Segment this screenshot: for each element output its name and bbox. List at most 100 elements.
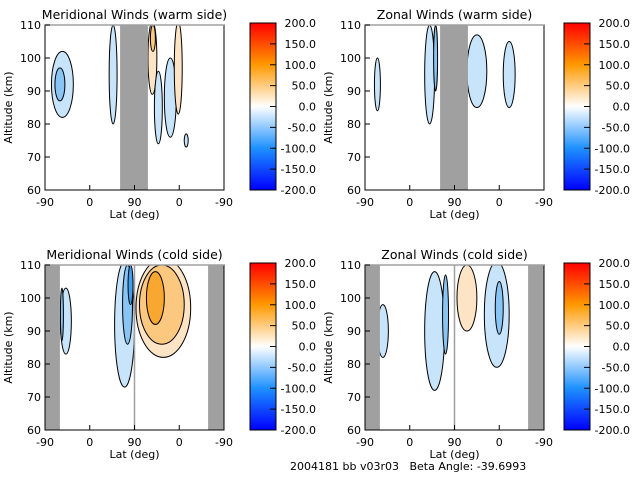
x-tick-label: -90 <box>36 196 54 209</box>
x-tick-label: 90 <box>128 436 142 449</box>
colorbar-tick-label: 200.0 <box>285 17 317 30</box>
y-tick-label: 60 <box>27 424 41 437</box>
no-data-band <box>208 265 224 430</box>
colorbar-tick-label: -100.0 <box>595 142 630 155</box>
x-tick-label: 0 <box>406 436 413 449</box>
colorbar-tick-label: 0.0 <box>613 341 631 354</box>
contour-region <box>153 70 163 145</box>
x-tick-label: 0 <box>176 436 183 449</box>
contour-region <box>149 25 156 52</box>
y-axis-label: Altitude (km) <box>322 311 335 383</box>
x-tick-label: -90 <box>535 196 553 209</box>
x-axis-label: Lat (deg) <box>430 448 480 461</box>
colorbar-tick-label: -150.0 <box>281 403 316 416</box>
y-tick-label: 110 <box>340 19 361 32</box>
x-tick-label: -90 <box>215 196 233 209</box>
y-axis-label: Altitude (km) <box>2 311 15 383</box>
plot-area <box>50 25 189 190</box>
contour-region <box>456 265 478 332</box>
contour-region <box>466 34 488 108</box>
colorbar-tick-label: 100.0 <box>285 299 317 312</box>
colorbar-tick-label: 100.0 <box>285 59 317 72</box>
colorbar-tick-label: 0.0 <box>299 341 317 354</box>
y-tick-label: 110 <box>340 259 361 272</box>
colorbar-tick-label: -50.0 <box>602 121 630 134</box>
no-data-band <box>120 25 148 190</box>
plot-area <box>45 265 224 430</box>
colorbar-tick-label: -50.0 <box>288 121 316 134</box>
x-tick-label: 0 <box>496 196 503 209</box>
colorbar-tick-label: 0.0 <box>613 101 631 114</box>
y-tick-label: 100 <box>340 292 361 305</box>
y-tick-label: 80 <box>347 358 361 371</box>
contour-region <box>494 281 504 335</box>
y-tick-label: 60 <box>347 184 361 197</box>
colorbar-tick-label: 50.0 <box>606 80 631 93</box>
colorbar-tick-label: 100.0 <box>599 299 631 312</box>
colorbar-tick-label: 100.0 <box>599 59 631 72</box>
x-tick-label: -90 <box>215 436 233 449</box>
x-tick-label: 0 <box>176 196 183 209</box>
colorbar-tick-label: -50.0 <box>288 361 316 374</box>
colorbar-tick-label: 150.0 <box>285 278 317 291</box>
y-tick-label: 70 <box>347 151 361 164</box>
x-axis-label: Lat (deg) <box>110 448 160 461</box>
chart-title: Meridional Winds (cold side) <box>46 247 222 262</box>
plot-area <box>365 265 544 430</box>
colorbar-tick-label: -200.0 <box>595 424 630 437</box>
colorbar-tick-label: -100.0 <box>281 142 316 155</box>
colorbar-tick-label: 50.0 <box>292 80 317 93</box>
x-tick-label: 0 <box>496 436 503 449</box>
contour-region <box>424 25 436 125</box>
colorbar-tick-label: -100.0 <box>281 382 316 395</box>
y-tick-label: 70 <box>347 391 361 404</box>
contour-region <box>442 274 450 355</box>
contour-region <box>127 265 134 306</box>
y-tick-label: 110 <box>20 19 41 32</box>
colorbar-tick-label: -150.0 <box>595 163 630 176</box>
contour-region <box>373 57 381 112</box>
y-tick-label: 70 <box>27 391 41 404</box>
contour-region <box>59 287 64 342</box>
y-tick-label: 80 <box>347 118 361 131</box>
y-axis-label: Altitude (km) <box>322 71 335 143</box>
y-tick-label: 80 <box>27 358 41 371</box>
colorbar-tick-label: -100.0 <box>595 382 630 395</box>
y-tick-label: 80 <box>27 118 41 131</box>
x-tick-label: -90 <box>535 436 553 449</box>
no-data-band <box>528 265 544 430</box>
y-tick-label: 90 <box>347 85 361 98</box>
x-tick-label: -90 <box>356 436 374 449</box>
colorbar-tick-label: 150.0 <box>599 38 631 51</box>
y-tick-label: 90 <box>27 325 41 338</box>
colorbar-tick-label: -50.0 <box>602 361 630 374</box>
contour-region <box>502 41 516 108</box>
chart-title: Meridional Winds (warm side) <box>42 7 227 22</box>
chart-title: Zonal Winds (warm side) <box>377 7 532 22</box>
x-axis-label: Lat (deg) <box>110 208 160 221</box>
y-tick-label: 70 <box>27 151 41 164</box>
x-tick-label: 90 <box>128 196 142 209</box>
colorbar-tick-label: -150.0 <box>595 403 630 416</box>
no-data-band <box>365 265 380 430</box>
contour-region <box>424 271 446 391</box>
colorbar-tick-label: 150.0 <box>599 278 631 291</box>
x-tick-label: 0 <box>86 436 93 449</box>
colorbar-tick-label: -200.0 <box>281 424 316 437</box>
x-tick-label: 0 <box>406 196 413 209</box>
y-axis-label: Altitude (km) <box>2 71 15 143</box>
contour-region <box>173 25 183 115</box>
colorbar-tick-label: 200.0 <box>285 257 317 270</box>
plot-area <box>373 25 516 190</box>
y-tick-label: 100 <box>340 52 361 65</box>
y-tick-label: 90 <box>347 325 361 338</box>
contour-region <box>54 67 66 102</box>
colorbar-tick-label: 50.0 <box>606 320 631 333</box>
y-tick-label: 110 <box>20 259 41 272</box>
x-tick-label: 0 <box>86 196 93 209</box>
contour-region <box>145 271 165 325</box>
